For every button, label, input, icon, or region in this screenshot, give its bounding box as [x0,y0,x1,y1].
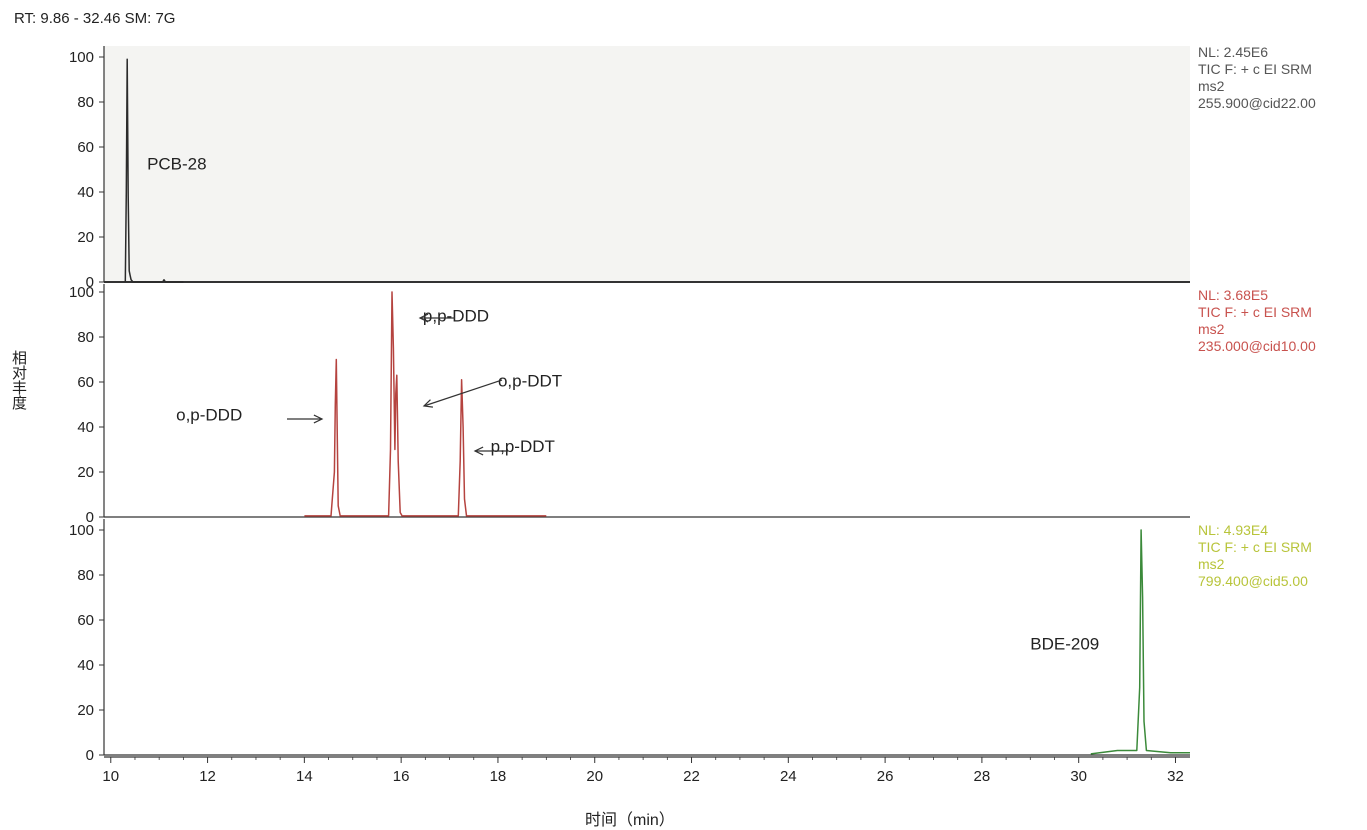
info-line: 235.000@cid10.00 [1198,338,1316,354]
y-tick-label: 0 [86,747,94,764]
peak-label: BDE-209 [1030,634,1099,653]
panel-info-ddx: NL: 3.68E5 TIC F: + c EI SRM ms2 235.000… [1198,287,1316,355]
x-tick-label: 18 [490,768,507,785]
panel-background [104,284,1190,517]
peak-label: o,p-DDT [498,372,562,391]
x-tick-label: 28 [974,768,991,785]
info-line: TIC F: + c EI SRM [1198,539,1312,555]
y-tick-label: 100 [69,284,94,301]
y-tick-label: 20 [77,229,94,246]
panel-info-pcb: NL: 2.45E6 TIC F: + c EI SRM ms2 255.900… [1198,44,1316,112]
x-tick-label: 32 [1167,768,1184,785]
y-tick-label: 20 [77,464,94,481]
y-tick-label: 0 [86,509,94,526]
y-tick-label: 20 [77,702,94,719]
info-line: 255.900@cid22.00 [1198,95,1316,111]
x-tick-label: 24 [780,768,797,785]
peak-label: p,p-DDD [423,306,489,325]
x-tick-label: 14 [296,768,313,785]
x-tick-label: 26 [877,768,894,785]
info-line: ms2 [1198,78,1225,94]
panel-background [104,519,1190,755]
y-axis-label: 相对丰度 [10,350,28,410]
arrow-head [473,446,484,456]
chromatogram-trace-pcb [124,58,184,283]
peak-label: p,p-DDT [491,437,555,456]
info-line: 799.400@cid5.00 [1198,573,1308,589]
x-tick-label: 10 [102,768,119,785]
chart-header: RT: 9.86 - 32.46 SM: 7G [14,10,176,27]
arrow-head [422,399,434,408]
info-line: NL: 4.93E4 [1198,522,1269,538]
info-line: TIC F: + c EI SRM [1198,61,1312,77]
x-axis-label: 时间（min） [585,812,675,829]
info-line: ms2 [1198,556,1225,572]
x-tick-label: 22 [683,768,700,785]
y-tick-label: 40 [77,184,94,201]
x-tick-label: 30 [1070,768,1087,785]
peak-label: PCB-28 [147,155,207,174]
arrow-head [418,313,429,323]
panel-info-bde: NL: 4.93E4 TIC F: + c EI SRM ms2 799.400… [1198,522,1312,590]
chromatogram-trace-bde [1090,529,1190,755]
y-tick-label: 80 [77,567,94,584]
y-tick-label: 60 [77,374,94,391]
y-tick-label: 40 [77,657,94,674]
info-line: TIC F: + c EI SRM [1198,304,1312,320]
chromatogram-trace-ddx [304,291,547,517]
annotation-arrow [423,379,503,407]
arrow-head [313,414,324,424]
x-tick-label: 12 [199,768,216,785]
y-tick-label: 80 [77,329,94,346]
y-tick-label: 60 [77,612,94,629]
peak-label: o,p-DDD [176,405,242,424]
x-tick-label: 16 [393,768,410,785]
y-tick-label: 100 [69,49,94,66]
panel-background [104,46,1190,282]
y-tick-label: 60 [77,139,94,156]
y-tick-label: 0 [86,274,94,291]
y-tick-label: 80 [77,94,94,111]
info-line: NL: 3.68E5 [1198,287,1269,303]
x-tick-label: 20 [586,768,603,785]
y-tick-label: 100 [69,522,94,539]
info-line: NL: 2.45E6 [1198,44,1269,60]
y-tick-label: 40 [77,419,94,436]
info-line: ms2 [1198,321,1225,337]
